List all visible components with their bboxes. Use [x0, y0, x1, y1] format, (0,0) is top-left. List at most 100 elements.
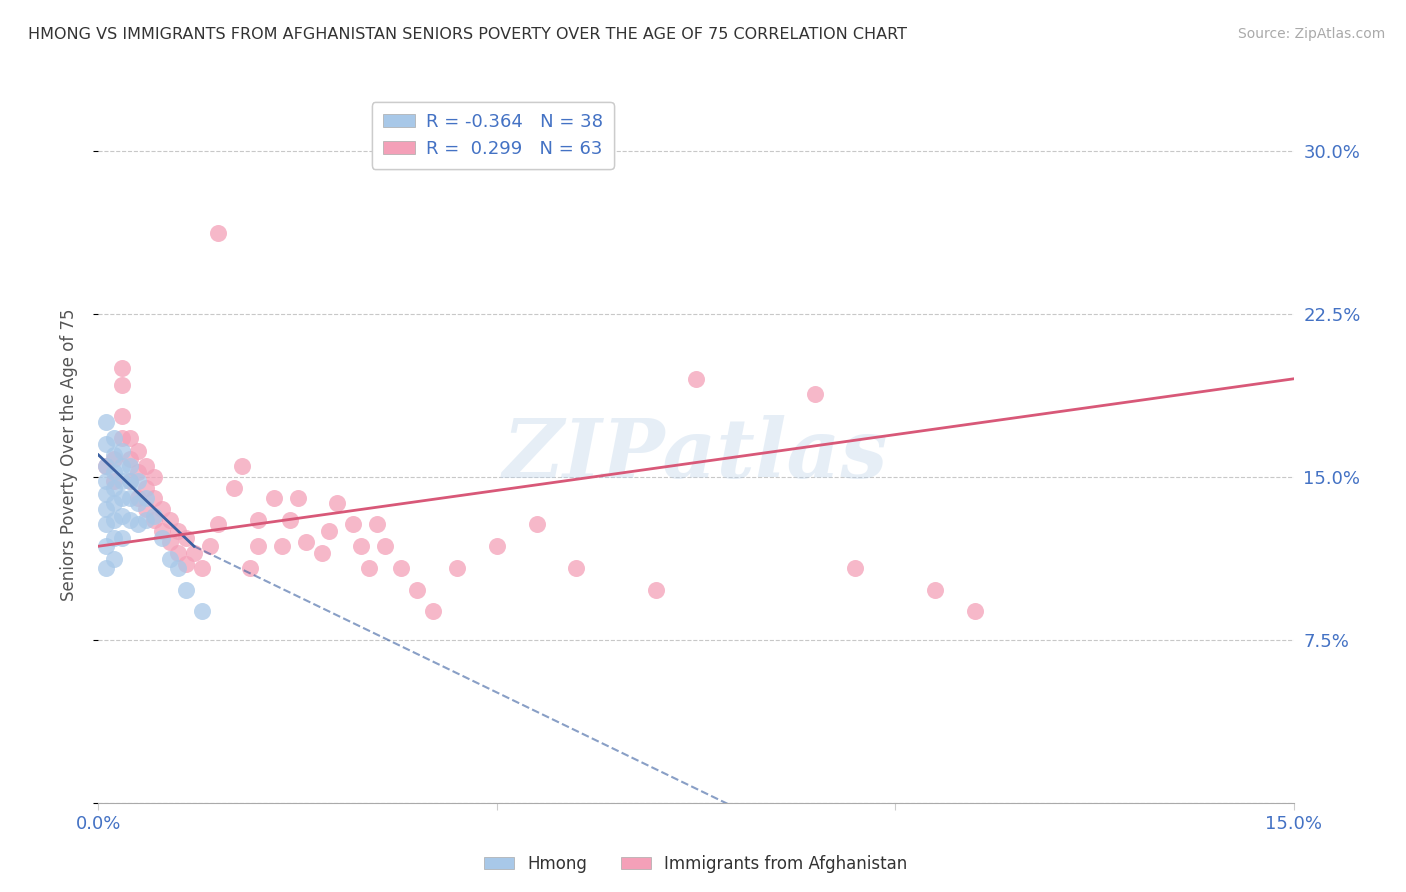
Point	[111, 431, 134, 445]
Point	[159, 535, 181, 549]
Point	[111, 531, 134, 545]
Point	[167, 524, 190, 538]
Point	[924, 582, 946, 597]
Point	[96, 458, 118, 473]
Point	[103, 431, 125, 445]
Point	[111, 474, 134, 488]
Point	[111, 508, 134, 523]
Point	[198, 539, 221, 553]
Point	[359, 561, 381, 575]
Point	[96, 474, 118, 488]
Text: Source: ZipAtlas.com: Source: ZipAtlas.com	[1237, 27, 1385, 41]
Legend: Hmong, Immigrants from Afghanistan: Hmong, Immigrants from Afghanistan	[478, 848, 914, 880]
Point	[191, 561, 214, 575]
Point	[111, 443, 134, 458]
Point	[127, 466, 149, 480]
Point	[207, 517, 229, 532]
Point	[159, 552, 181, 566]
Point	[565, 561, 588, 575]
Point	[135, 502, 157, 516]
Point	[96, 502, 118, 516]
Point	[135, 513, 157, 527]
Point	[422, 605, 444, 619]
Point	[526, 517, 548, 532]
Point	[96, 517, 118, 532]
Point	[342, 517, 364, 532]
Point	[120, 513, 142, 527]
Point	[246, 539, 269, 553]
Point	[167, 561, 190, 575]
Point	[96, 415, 118, 429]
Point	[159, 513, 181, 527]
Point	[685, 372, 707, 386]
Point	[103, 496, 125, 510]
Point	[318, 524, 340, 538]
Point	[96, 561, 118, 575]
Point	[96, 539, 118, 553]
Point	[239, 561, 262, 575]
Point	[96, 437, 118, 451]
Point	[278, 513, 301, 527]
Y-axis label: Seniors Poverty Over the Age of 75: Seniors Poverty Over the Age of 75	[59, 309, 77, 601]
Point	[127, 443, 149, 458]
Point	[103, 513, 125, 527]
Point	[135, 481, 157, 495]
Point	[167, 546, 190, 560]
Point	[103, 481, 125, 495]
Point	[174, 557, 197, 571]
Point	[127, 496, 149, 510]
Point	[143, 491, 166, 506]
Point	[150, 502, 173, 516]
Point	[174, 531, 197, 545]
Point	[143, 508, 166, 523]
Text: ZIPatlas: ZIPatlas	[503, 415, 889, 495]
Point	[111, 360, 134, 375]
Point	[127, 474, 149, 488]
Point	[183, 546, 205, 560]
Point	[127, 517, 149, 532]
Point	[120, 458, 142, 473]
Point	[231, 458, 253, 473]
Point	[366, 517, 388, 532]
Point	[120, 452, 142, 467]
Point	[143, 469, 166, 483]
Point	[374, 539, 396, 553]
Point	[127, 491, 149, 506]
Point	[844, 561, 866, 575]
Point	[111, 409, 134, 423]
Point	[111, 491, 134, 506]
Point	[287, 491, 309, 506]
Point	[96, 487, 118, 501]
Point	[191, 605, 214, 619]
Point	[103, 452, 125, 467]
Point	[446, 561, 468, 575]
Point	[263, 491, 285, 506]
Point	[485, 539, 508, 553]
Point	[311, 546, 333, 560]
Point	[326, 496, 349, 510]
Point	[804, 387, 827, 401]
Point	[246, 513, 269, 527]
Point	[120, 491, 142, 506]
Point	[174, 582, 197, 597]
Point	[350, 539, 373, 553]
Point	[150, 524, 173, 538]
Text: HMONG VS IMMIGRANTS FROM AFGHANISTAN SENIORS POVERTY OVER THE AGE OF 75 CORRELAT: HMONG VS IMMIGRANTS FROM AFGHANISTAN SEN…	[28, 27, 907, 42]
Legend: R = -0.364   N = 38, R =  0.299   N = 63: R = -0.364 N = 38, R = 0.299 N = 63	[371, 103, 614, 169]
Point	[135, 458, 157, 473]
Point	[103, 466, 125, 480]
Point	[294, 535, 316, 549]
Point	[96, 458, 118, 473]
Point	[143, 513, 166, 527]
Point	[111, 378, 134, 392]
Point	[111, 458, 134, 473]
Point	[120, 431, 142, 445]
Point	[222, 481, 245, 495]
Point	[103, 552, 125, 566]
Point	[120, 474, 142, 488]
Point	[645, 582, 668, 597]
Point	[150, 531, 173, 545]
Point	[963, 605, 986, 619]
Point	[406, 582, 429, 597]
Point	[103, 531, 125, 545]
